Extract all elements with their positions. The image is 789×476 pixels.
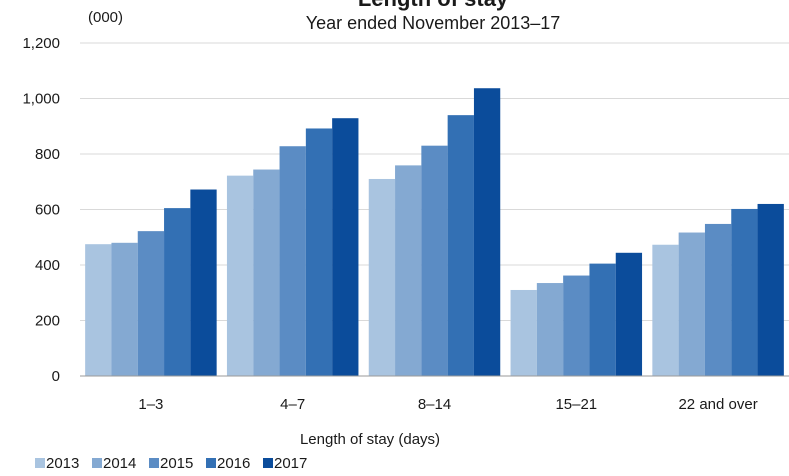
bar-2014-2	[395, 165, 422, 376]
chart-title: Length of stay	[358, 0, 509, 11]
bar-2013-1	[226, 175, 254, 376]
bar-2016-1	[305, 128, 333, 376]
legend-swatch-2017	[263, 458, 273, 468]
legend-swatch-2014	[92, 458, 102, 468]
x-tick-label: 8–14	[418, 396, 451, 413]
legend-swatch-2016	[206, 458, 216, 468]
legend-swatch-2015	[149, 458, 159, 468]
x-axis: 1–3 4–7 8–14 15–21 22 and over	[138, 396, 757, 413]
bar-2014-3	[536, 283, 564, 376]
bar-2016-4	[731, 208, 758, 376]
legend-label: 2017	[274, 455, 307, 472]
x-axis-title: Length of stay (days)	[300, 431, 440, 448]
bar-2015-0	[137, 231, 165, 376]
x-tick-label: 22 and over	[678, 396, 757, 413]
legend-label: 2015	[160, 455, 193, 472]
chart-subtitle: Year ended November 2013–17	[306, 13, 561, 33]
bar-2013-2	[368, 178, 396, 376]
unit-label: (000)	[88, 9, 123, 26]
y-tick-label: 1,000	[22, 91, 60, 108]
legend-label: 2013	[46, 455, 79, 472]
bar-2015-1	[279, 146, 306, 376]
bar-2017-0	[190, 189, 217, 376]
y-tick-label: 200	[35, 313, 60, 330]
y-tick-label: 0	[52, 368, 60, 385]
bar-2016-3	[589, 263, 616, 376]
y-tick-label: 1,200	[22, 35, 60, 52]
bar-2014-0	[111, 242, 138, 376]
y-tick-label: 600	[35, 202, 60, 219]
bar-2015-2	[421, 145, 448, 376]
legend-label: 2014	[103, 455, 136, 472]
bar-2014-4	[678, 232, 705, 376]
bar-2017-4	[757, 203, 784, 376]
x-tick-label: 1–3	[138, 396, 163, 413]
legend-swatch-2013	[35, 458, 45, 468]
bar-2015-3	[563, 275, 590, 376]
y-tick-label: 800	[35, 146, 60, 163]
legend-label: 2016	[217, 455, 250, 472]
bar-2017-1	[332, 118, 359, 376]
bar-2014-1	[253, 169, 280, 376]
bar-2016-2	[447, 115, 474, 377]
bar-2016-0	[164, 208, 191, 376]
bar-2017-2	[473, 88, 501, 377]
bar-2013-3	[510, 289, 537, 376]
x-tick-label: 4–7	[280, 396, 305, 413]
y-tick-label: 400	[35, 257, 60, 274]
bars	[85, 88, 784, 377]
bar-2013-0	[85, 244, 112, 376]
bar-2017-3	[615, 252, 643, 376]
legend: 2013 2014 2015 2016 2017	[35, 455, 307, 472]
x-tick-label: 15–21	[555, 396, 597, 413]
bar-2013-4	[652, 244, 679, 376]
y-axis: 0 200 400 600 800 1,000 1,200	[22, 35, 60, 385]
bar-2015-4	[704, 223, 732, 376]
